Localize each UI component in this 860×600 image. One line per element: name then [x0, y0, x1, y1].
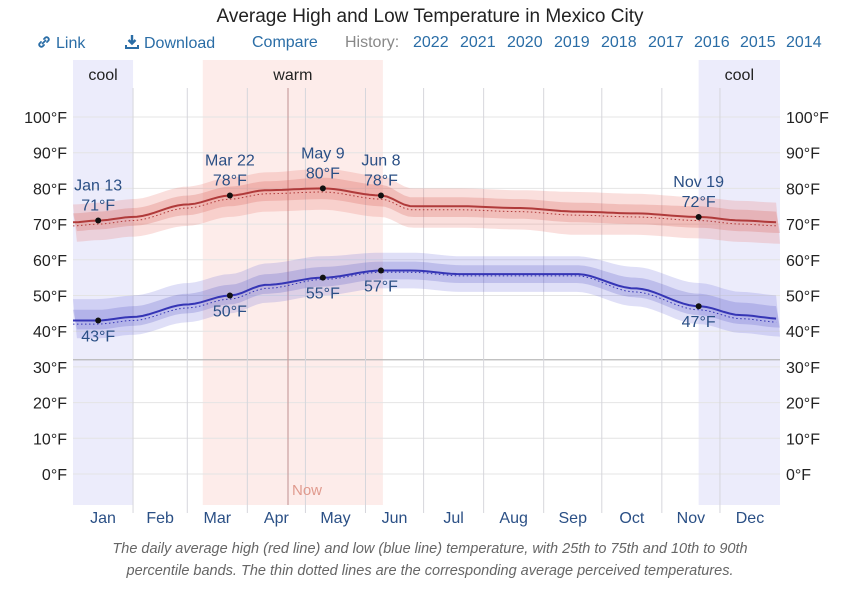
history-year-2020[interactable]: 2020	[507, 34, 543, 51]
annotation-value: 50°F	[213, 304, 247, 321]
annotation-value: 78°F	[364, 173, 398, 190]
y-tick-label-right: 100°F	[786, 110, 829, 127]
season-band-cool	[73, 60, 134, 505]
annotation-point	[95, 317, 102, 324]
annotation-value: 43°F	[81, 328, 115, 345]
season-band-cool	[698, 60, 780, 505]
y-tick-label-left: 70°F	[33, 217, 67, 234]
y-tick-label-left: 100°F	[24, 110, 67, 127]
annotation-point	[377, 192, 384, 199]
download-label: Download	[144, 35, 216, 52]
y-tick-label-right: 60°F	[786, 253, 820, 270]
y-tick-label-left: 40°F	[33, 324, 67, 341]
history-year-2014[interactable]: 2014	[786, 34, 822, 51]
annotation-value: 72°F	[682, 194, 716, 211]
x-tick-label: Jan	[90, 510, 116, 527]
x-tick-label: Aug	[499, 510, 527, 527]
low-band-10-90	[73, 252, 780, 339]
x-tick-label: Jul	[443, 510, 463, 527]
annotation-point	[226, 192, 233, 199]
high-line	[72, 187, 777, 224]
low-line	[73, 269, 777, 322]
annotation-value: 71°F	[81, 198, 115, 215]
y-tick-label-left: 10°F	[33, 431, 67, 448]
annotation-date: Jun 8	[361, 153, 400, 170]
x-tick-label: Sep	[559, 510, 588, 527]
annotation-point	[226, 292, 233, 299]
history-year-2018[interactable]: 2018	[601, 34, 637, 51]
y-tick-label-right: 80°F	[786, 181, 820, 198]
history-year-2015[interactable]: 2015	[740, 34, 776, 51]
annotation-date: Jan 13	[74, 178, 122, 195]
y-tick-label-right: 10°F	[786, 431, 820, 448]
annotation-value: 57°F	[364, 279, 398, 296]
y-tick-label-left: 80°F	[33, 181, 67, 198]
y-tick-label-left: 50°F	[33, 289, 67, 306]
y-tick-label-right: 0°F	[786, 467, 811, 484]
x-tick-label: Mar	[204, 510, 232, 527]
annotation-point	[319, 274, 326, 281]
season-label-cool: cool	[88, 67, 117, 84]
toolbar: Link Download Compare History: 2022 2021…	[0, 34, 860, 56]
annotation-point	[319, 185, 326, 192]
caption-line-1: The daily average high (red line) and lo…	[112, 541, 748, 557]
x-tick-label: Nov	[677, 510, 705, 527]
annotation-point	[695, 213, 702, 220]
caption-line-2: percentile bands. The thin dotted lines …	[126, 563, 734, 579]
history-year-2021[interactable]: 2021	[460, 34, 496, 51]
low-band-25-75	[73, 261, 780, 330]
history-year-2019[interactable]: 2019	[554, 34, 590, 51]
annotation-value: 47°F	[682, 314, 716, 331]
y-tick-label-left: 60°F	[33, 253, 67, 270]
y-tick-label-right: 70°F	[786, 217, 820, 234]
x-tick-label: Apr	[264, 510, 290, 527]
history-year-2017[interactable]: 2017	[648, 34, 684, 51]
temperature-chart: cool warm cool 0°F 0°F 10°F 10°F 20°F 20°F 30°F 30…	[24, 60, 829, 527]
high-perceived-line	[72, 191, 777, 227]
y-tick-label-left: 20°F	[33, 396, 67, 413]
history-year-2022[interactable]: 2022	[413, 34, 449, 51]
annotation-value: 78°F	[213, 173, 247, 190]
x-tick-label: Feb	[146, 510, 174, 527]
x-tick-label: May	[320, 510, 350, 527]
annotation-point	[377, 267, 384, 274]
annotation-point	[95, 217, 102, 224]
chart-caption: The daily average high (red line) and lo…	[40, 538, 820, 582]
x-tick-label: Dec	[736, 510, 764, 527]
link-icon	[36, 34, 52, 53]
history-year-2016[interactable]: 2016	[694, 34, 730, 51]
link-label: Link	[56, 35, 86, 52]
season-label-warm: warm	[272, 67, 312, 84]
now-label: Now	[292, 482, 322, 499]
history-label: History:	[345, 34, 400, 51]
annotation-value: 80°F	[306, 165, 340, 182]
y-tick-label-right: 30°F	[786, 360, 820, 377]
x-tick-label: Jun	[382, 510, 408, 527]
chart-title: Average High and Low Temperature in Mexi…	[216, 6, 644, 27]
annotation-point	[695, 303, 702, 310]
link-button[interactable]: Link	[36, 34, 85, 53]
x-tick-label: Oct	[619, 510, 644, 527]
y-tick-label-right: 50°F	[786, 289, 820, 306]
y-tick-label-right: 20°F	[786, 396, 820, 413]
season-label-cool: cool	[725, 67, 754, 84]
y-tick-label-right: 90°F	[786, 146, 820, 163]
download-icon	[124, 34, 140, 53]
compare-button[interactable]: Compare	[252, 34, 318, 51]
annotation-date: Nov 19	[673, 174, 724, 191]
annotation-value: 55°F	[306, 286, 340, 303]
y-tick-label-left: 0°F	[42, 467, 67, 484]
download-button[interactable]: Download	[124, 34, 215, 53]
annotation-date: May 9	[301, 145, 345, 162]
y-tick-label-left: 90°F	[33, 146, 67, 163]
annotation-date: Mar 22	[205, 153, 255, 170]
y-tick-label-left: 30°F	[33, 360, 67, 377]
y-tick-label-right: 40°F	[786, 324, 820, 341]
